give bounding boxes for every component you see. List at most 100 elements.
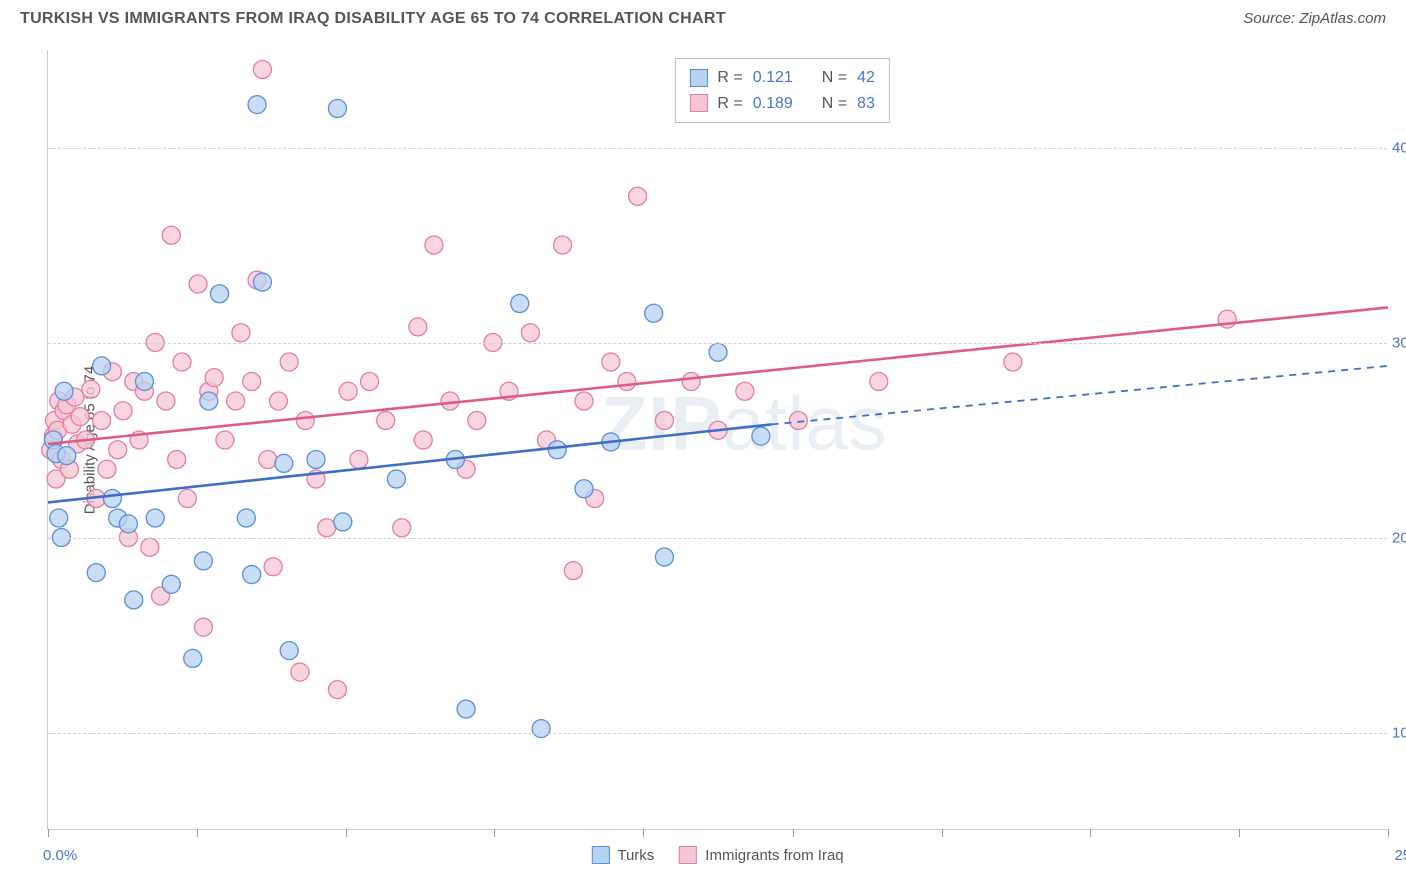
scatter-point-iraq: [216, 431, 234, 449]
scatter-point-turks: [248, 96, 266, 114]
y-tick-label: 40.0%: [1392, 139, 1406, 156]
gridline: [48, 148, 1387, 149]
x-tick-mark: [793, 829, 794, 837]
x-axis-max-label: 25.0%: [1394, 847, 1406, 864]
scatter-point-iraq: [178, 490, 196, 508]
scatter-point-iraq: [361, 373, 379, 391]
scatter-point-turks: [211, 285, 229, 303]
y-tick-label: 20.0%: [1392, 529, 1406, 546]
scatter-point-turks: [162, 575, 180, 593]
scatter-point-turks: [511, 295, 529, 313]
y-tick-label: 30.0%: [1392, 334, 1406, 351]
scatter-point-turks: [457, 700, 475, 718]
scatter-point-iraq: [93, 412, 111, 430]
scatter-point-turks: [237, 509, 255, 527]
scatter-point-turks: [58, 447, 76, 465]
n-value-turks: 42: [857, 65, 875, 91]
scatter-point-turks: [275, 454, 293, 472]
scatter-point-iraq: [71, 408, 89, 426]
x-tick-mark: [1090, 829, 1091, 837]
scatter-point-turks: [645, 304, 663, 322]
swatch-iraq-icon: [689, 94, 707, 112]
scatter-point-iraq: [1004, 353, 1022, 371]
legend-label-iraq: Immigrants from Iraq: [705, 847, 843, 864]
scatter-point-iraq: [141, 538, 159, 556]
scatter-point-iraq: [98, 460, 116, 478]
r-value-iraq: 0.189: [753, 91, 793, 117]
scatter-point-iraq: [269, 392, 287, 410]
scatter-point-iraq: [189, 275, 207, 293]
chart-header: TURKISH VS IMMIGRANTS FROM IRAQ DISABILI…: [0, 0, 1406, 33]
scatter-point-iraq: [243, 373, 261, 391]
scatter-point-iraq: [264, 558, 282, 576]
gridline: [48, 343, 1387, 344]
scatter-point-turks: [709, 343, 727, 361]
scatter-point-turks: [184, 649, 202, 667]
scatter-point-iraq: [575, 392, 593, 410]
scatter-point-iraq: [318, 519, 336, 537]
series-legend: Turks Immigrants from Iraq: [591, 846, 843, 864]
scatter-point-iraq: [393, 519, 411, 537]
scatter-point-iraq: [441, 392, 459, 410]
scatter-point-turks: [200, 392, 218, 410]
scatter-point-iraq: [168, 451, 186, 469]
scatter-point-turks: [548, 441, 566, 459]
swatch-iraq-icon: [679, 846, 697, 864]
x-axis-min-label: 0.0%: [43, 847, 77, 864]
scatter-point-iraq: [280, 353, 298, 371]
legend-label-turks: Turks: [617, 847, 654, 864]
scatter-point-turks: [328, 100, 346, 118]
scatter-point-iraq: [82, 380, 100, 398]
scatter-point-iraq: [232, 324, 250, 342]
scatter-point-turks: [55, 382, 73, 400]
y-tick-label: 10.0%: [1392, 724, 1406, 741]
gridline: [48, 733, 1387, 734]
scatter-point-iraq: [157, 392, 175, 410]
chart-plot-area: Disability Age 65 to 74 ZIPatlas R = 0.1…: [47, 50, 1387, 830]
scatter-point-turks: [87, 564, 105, 582]
swatch-turks-icon: [591, 846, 609, 864]
scatter-point-iraq: [870, 373, 888, 391]
chart-title: TURKISH VS IMMIGRANTS FROM IRAQ DISABILI…: [20, 10, 726, 28]
scatter-point-iraq: [414, 431, 432, 449]
scatter-point-iraq: [259, 451, 277, 469]
scatter-point-iraq: [114, 402, 132, 420]
scatter-point-iraq: [629, 187, 647, 205]
r-value-turks: 0.121: [753, 65, 793, 91]
scatter-point-iraq: [377, 412, 395, 430]
x-tick-mark: [942, 829, 943, 837]
x-tick-mark: [643, 829, 644, 837]
trendline-turks: [48, 424, 772, 502]
scatter-point-turks: [307, 451, 325, 469]
scatter-point-iraq: [564, 562, 582, 580]
source-label: Source: ZipAtlas.com: [1243, 10, 1386, 27]
gridline: [48, 538, 1387, 539]
scatter-point-iraq: [339, 382, 357, 400]
scatter-point-turks: [575, 480, 593, 498]
scatter-point-turks: [125, 591, 143, 609]
x-tick-mark: [494, 829, 495, 837]
x-tick-mark: [1239, 829, 1240, 837]
scatter-point-turks: [532, 720, 550, 738]
scatter-point-iraq: [789, 412, 807, 430]
correlation-row-iraq: R = 0.189 N = 83: [689, 91, 874, 117]
scatter-point-iraq: [296, 412, 314, 430]
scatter-point-turks: [655, 548, 673, 566]
scatter-point-iraq: [618, 373, 636, 391]
scatter-point-iraq: [655, 412, 673, 430]
swatch-turks-icon: [689, 69, 707, 87]
scatter-point-turks: [135, 373, 153, 391]
x-tick-mark: [346, 829, 347, 837]
scatter-point-turks: [93, 357, 111, 375]
scatter-point-iraq: [291, 663, 309, 681]
x-tick-mark: [1388, 829, 1389, 837]
scatter-point-turks: [103, 490, 121, 508]
scatter-point-turks: [752, 427, 770, 445]
scatter-point-turks: [280, 642, 298, 660]
legend-item-iraq: Immigrants from Iraq: [679, 846, 843, 864]
scatter-point-turks: [194, 552, 212, 570]
scatter-point-turks: [50, 509, 68, 527]
scatter-point-iraq: [328, 681, 346, 699]
trendline-turks-dashed: [772, 366, 1388, 425]
scatter-svg: [48, 50, 1387, 829]
